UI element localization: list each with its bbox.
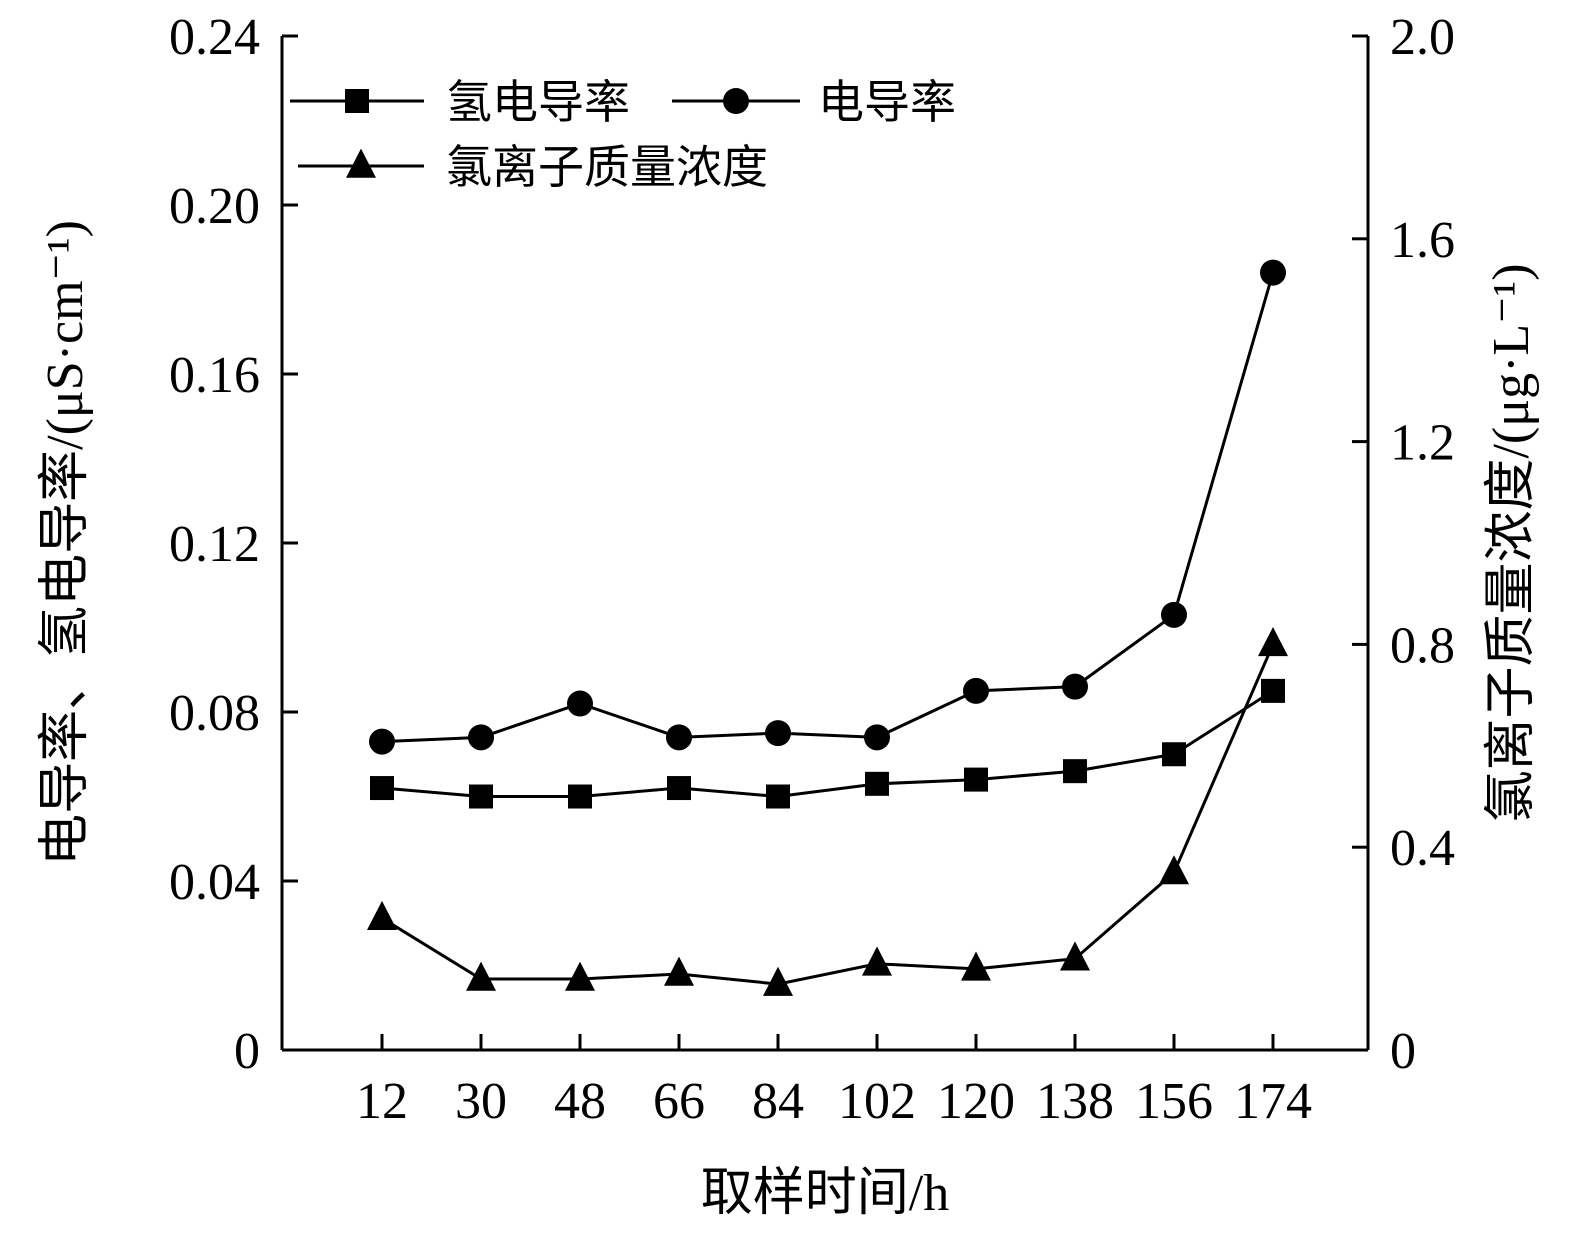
legend-label: 电导率 bbox=[818, 77, 956, 128]
x-axis-title: 取样时间/h bbox=[701, 1165, 949, 1222]
data-point-circle bbox=[1260, 259, 1286, 286]
x-tick-label: 102 bbox=[838, 1073, 916, 1130]
left-y-tick-label: 0.04 bbox=[169, 854, 260, 911]
data-point-circle bbox=[369, 728, 395, 755]
legend-marker-square bbox=[345, 89, 369, 113]
right-y-tick-label: 2.0 bbox=[1390, 9, 1455, 66]
x-tick-label: 174 bbox=[1234, 1073, 1312, 1130]
data-point-square bbox=[1063, 759, 1087, 784]
left-y-tick-label: 0.24 bbox=[169, 9, 260, 66]
right-y-axis-title: 氯离子质量浓度/(μg·L⁻¹) bbox=[1483, 263, 1540, 822]
legend-marker-circle bbox=[723, 88, 749, 114]
x-tick-label: 120 bbox=[937, 1073, 1015, 1130]
right-y-tick-label: 0 bbox=[1390, 1023, 1416, 1080]
right-y-tick-label: 0.8 bbox=[1390, 617, 1455, 674]
data-point-square bbox=[865, 771, 889, 796]
data-point-circle bbox=[765, 720, 791, 747]
data-point-triangle bbox=[1060, 941, 1090, 971]
data-point-square bbox=[964, 767, 988, 792]
series-line-circle bbox=[381, 272, 1275, 744]
right-y-tick-label: 1.2 bbox=[1390, 415, 1455, 472]
right-y-tick-label: 0.4 bbox=[1390, 820, 1455, 877]
data-point-square bbox=[370, 776, 394, 801]
data-point-square bbox=[667, 776, 691, 801]
data-point-triangle bbox=[664, 956, 694, 986]
series-line-square bbox=[381, 689, 1274, 799]
left-y-tick-label: 0.16 bbox=[169, 347, 260, 404]
data-point-circle bbox=[567, 690, 593, 717]
legend-marker-triangle bbox=[346, 148, 376, 178]
data-point-triangle bbox=[763, 966, 793, 996]
left-y-axis-title: 电导率、氢电导率/(μS·cm⁻¹) bbox=[37, 220, 94, 866]
x-tick-label: 12 bbox=[356, 1073, 408, 1130]
legend-label: 氢电导率 bbox=[446, 77, 630, 128]
legend-label: 氯离子质量浓度 bbox=[446, 142, 768, 193]
data-point-triangle bbox=[1258, 627, 1288, 657]
data-point-square bbox=[568, 784, 592, 809]
right-y-tick-label: 1.6 bbox=[1390, 212, 1455, 269]
data-point-circle bbox=[864, 724, 890, 751]
data-point-triangle bbox=[862, 946, 892, 976]
left-y-tick-label: 0.20 bbox=[169, 178, 260, 235]
data-point-triangle bbox=[1159, 855, 1189, 885]
x-tick-label: 156 bbox=[1135, 1073, 1213, 1130]
x-tick-label: 138 bbox=[1036, 1073, 1114, 1130]
data-point-triangle bbox=[565, 961, 595, 991]
data-point-square bbox=[1261, 678, 1285, 703]
data-point-circle bbox=[1161, 601, 1187, 628]
left-y-tick-label: 0.08 bbox=[169, 685, 260, 742]
data-point-circle bbox=[666, 724, 692, 751]
data-point-square bbox=[766, 784, 790, 809]
data-point-triangle bbox=[367, 900, 397, 930]
data-point-circle bbox=[468, 724, 494, 751]
data-point-circle bbox=[963, 677, 989, 704]
left-y-tick-label: 0 bbox=[234, 1023, 260, 1080]
data-point-square bbox=[469, 784, 493, 809]
data-point-circle bbox=[1062, 673, 1088, 700]
x-tick-label: 84 bbox=[752, 1073, 804, 1130]
series-line-triangle bbox=[381, 643, 1275, 986]
data-point-triangle bbox=[961, 951, 991, 981]
data-point-square bbox=[1162, 742, 1186, 767]
x-tick-label: 30 bbox=[455, 1073, 507, 1130]
data-point-triangle bbox=[466, 961, 496, 991]
x-tick-label: 66 bbox=[653, 1073, 705, 1130]
x-tick-label: 48 bbox=[554, 1073, 606, 1130]
left-y-tick-label: 0.12 bbox=[169, 516, 260, 573]
